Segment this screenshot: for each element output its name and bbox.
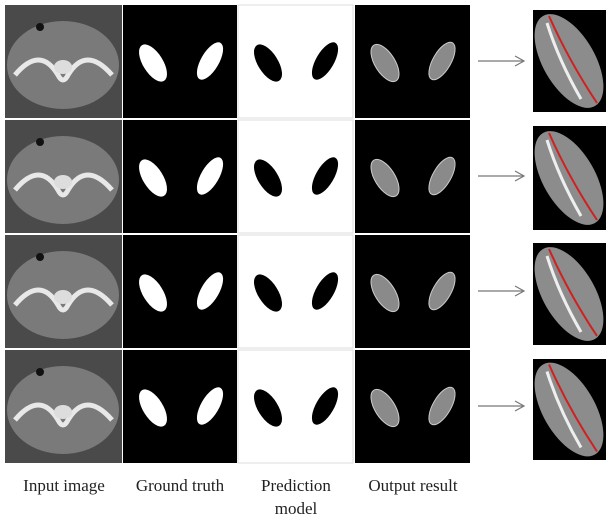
spine xyxy=(54,60,72,74)
gas xyxy=(36,23,44,31)
prediction xyxy=(238,5,353,118)
ground-truth xyxy=(123,350,237,463)
gas xyxy=(36,253,44,261)
prediction xyxy=(238,350,353,463)
output xyxy=(355,5,470,118)
prediction xyxy=(238,120,353,233)
gas xyxy=(36,368,44,376)
ground-truth xyxy=(123,120,237,233)
figure: Input image Ground truth Prediction mode… xyxy=(0,0,608,517)
output xyxy=(355,120,470,233)
spine xyxy=(54,290,72,304)
column-label: Output result xyxy=(355,474,471,497)
row xyxy=(5,350,608,468)
row xyxy=(5,3,608,119)
row xyxy=(5,235,608,352)
prediction xyxy=(238,235,353,348)
gas xyxy=(36,138,44,146)
output xyxy=(355,350,470,463)
column-label: Input image xyxy=(6,474,122,497)
column-label: Ground truth xyxy=(122,474,238,497)
output xyxy=(355,235,470,348)
ground-truth xyxy=(123,235,237,348)
column-label: Prediction model xyxy=(252,474,340,517)
ground-truth xyxy=(123,5,237,118)
figure-panels xyxy=(0,0,608,470)
row xyxy=(5,120,608,236)
spine xyxy=(54,175,72,189)
spine xyxy=(54,405,72,419)
